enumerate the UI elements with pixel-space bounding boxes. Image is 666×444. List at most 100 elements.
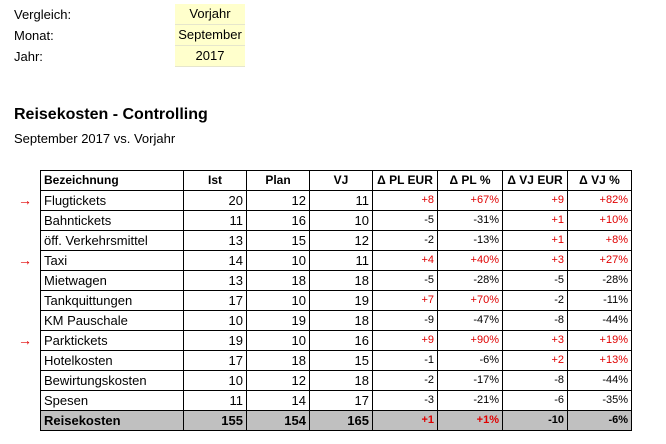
cell-ist[interactable]: 155 [183,410,247,431]
cell-plan[interactable]: 12 [246,190,310,211]
cell-delta-pl-eur[interactable]: +9 [372,330,438,351]
cell-delta-pl-pct[interactable]: +70% [437,290,503,311]
cell-bezeichnung[interactable]: Taxi [40,250,184,271]
cell-delta-vj-pct[interactable]: +27% [567,250,632,271]
cell-delta-vj-eur[interactable]: -6 [502,390,568,411]
param-value-jahr[interactable]: 2017 [175,46,245,67]
cell-vj[interactable]: 18 [309,370,373,391]
param-value-vergleich[interactable]: Vorjahr [175,4,245,25]
cell-plan[interactable]: 14 [246,390,310,411]
cell-plan[interactable]: 19 [246,310,310,331]
cell-delta-pl-pct[interactable]: -47% [437,310,503,331]
cell-bezeichnung[interactable]: Hotelkosten [40,350,184,371]
cell-vj[interactable]: 18 [309,270,373,291]
cell-ist[interactable]: 13 [183,270,247,291]
cell-bezeichnung[interactable]: öff. Verkehrsmittel [40,230,184,251]
cell-ist[interactable]: 10 [183,370,247,391]
cell-delta-vj-eur[interactable]: -8 [502,370,568,391]
cell-bezeichnung[interactable]: Mietwagen [40,270,184,291]
cell-vj[interactable]: 10 [309,210,373,231]
cell-plan[interactable]: 16 [246,210,310,231]
cell-delta-pl-pct[interactable]: +67% [437,190,503,211]
cell-bezeichnung[interactable]: Flugtickets [40,190,184,211]
cell-delta-vj-pct[interactable]: +10% [567,210,632,231]
cell-vj[interactable]: 16 [309,330,373,351]
cell-delta-pl-pct[interactable]: +1% [437,410,503,431]
cell-plan[interactable]: 18 [246,350,310,371]
cell-ist[interactable]: 20 [183,190,247,211]
table-row: Spesen 11 14 17 -3 -21% -6 -35% [40,390,632,411]
cell-delta-pl-pct[interactable]: -21% [437,390,503,411]
cell-delta-vj-eur[interactable]: +3 [502,330,568,351]
cell-delta-pl-eur[interactable]: +4 [372,250,438,271]
cell-delta-pl-eur[interactable]: +8 [372,190,438,211]
cell-delta-vj-eur[interactable]: +2 [502,350,568,371]
cell-delta-pl-eur[interactable]: +7 [372,290,438,311]
cell-delta-pl-pct[interactable]: -13% [437,230,503,251]
cell-ist[interactable]: 17 [183,350,247,371]
cell-vj[interactable]: 19 [309,290,373,311]
cell-bezeichnung[interactable]: Reisekosten [40,410,184,431]
cell-delta-vj-eur[interactable]: +9 [502,190,568,211]
cell-ist[interactable]: 11 [183,210,247,231]
cell-delta-vj-pct[interactable]: -11% [567,290,632,311]
cell-delta-pl-pct[interactable]: -17% [437,370,503,391]
cell-delta-vj-pct[interactable]: +8% [567,230,632,251]
cell-delta-vj-pct[interactable]: +82% [567,190,632,211]
cell-delta-vj-eur[interactable]: +1 [502,230,568,251]
cell-delta-pl-pct[interactable]: -28% [437,270,503,291]
cell-delta-vj-pct[interactable]: -44% [567,310,632,331]
cell-bezeichnung[interactable]: Bahntickets [40,210,184,231]
cell-delta-vj-pct[interactable]: -28% [567,270,632,291]
cell-vj[interactable]: 18 [309,310,373,331]
cell-vj[interactable]: 11 [309,250,373,271]
cell-plan[interactable]: 18 [246,270,310,291]
cell-plan[interactable]: 10 [246,290,310,311]
cell-ist[interactable]: 13 [183,230,247,251]
cell-bezeichnung[interactable]: Bewirtungskosten [40,370,184,391]
cell-plan[interactable]: 10 [246,250,310,271]
cell-delta-pl-eur[interactable]: -3 [372,390,438,411]
cell-plan[interactable]: 10 [246,330,310,351]
cell-delta-vj-pct[interactable]: +13% [567,350,632,371]
cell-plan[interactable]: 154 [246,410,310,431]
cell-delta-pl-pct[interactable]: -31% [437,210,503,231]
cell-plan[interactable]: 15 [246,230,310,251]
cell-delta-pl-pct[interactable]: -6% [437,350,503,371]
cell-delta-pl-eur[interactable]: -2 [372,230,438,251]
cell-vj[interactable]: 165 [309,410,373,431]
cell-delta-pl-pct[interactable]: +40% [437,250,503,271]
cell-delta-vj-eur[interactable]: +3 [502,250,568,271]
cell-ist[interactable]: 14 [183,250,247,271]
cell-delta-vj-pct[interactable]: +19% [567,330,632,351]
cell-delta-vj-pct[interactable]: -44% [567,370,632,391]
cell-vj[interactable]: 12 [309,230,373,251]
cell-delta-vj-pct[interactable]: -35% [567,390,632,411]
cell-plan[interactable]: 12 [246,370,310,391]
cell-bezeichnung[interactable]: Tankquittungen [40,290,184,311]
cell-delta-vj-eur[interactable]: -5 [502,270,568,291]
cell-bezeichnung[interactable]: Spesen [40,390,184,411]
cell-delta-pl-eur[interactable]: -2 [372,370,438,391]
cell-delta-vj-eur[interactable]: -10 [502,410,568,431]
cell-delta-vj-eur[interactable]: +1 [502,210,568,231]
cell-ist[interactable]: 10 [183,310,247,331]
cell-delta-pl-pct[interactable]: +90% [437,330,503,351]
cell-delta-pl-eur[interactable]: +1 [372,410,438,431]
cell-vj[interactable]: 11 [309,190,373,211]
cell-delta-vj-eur[interactable]: -8 [502,310,568,331]
cell-delta-pl-eur[interactable]: -5 [372,270,438,291]
cell-delta-pl-eur[interactable]: -1 [372,350,438,371]
cell-vj[interactable]: 17 [309,390,373,411]
cell-bezeichnung[interactable]: Parktickets [40,330,184,351]
cell-ist[interactable]: 19 [183,330,247,351]
cell-vj[interactable]: 15 [309,350,373,371]
cell-ist[interactable]: 11 [183,390,247,411]
cell-delta-pl-eur[interactable]: -5 [372,210,438,231]
cell-delta-pl-eur[interactable]: -9 [372,310,438,331]
cell-bezeichnung[interactable]: KM Pauschale [40,310,184,331]
param-value-monat[interactable]: September [175,25,245,46]
cell-ist[interactable]: 17 [183,290,247,311]
cell-delta-vj-pct[interactable]: -6% [567,410,632,431]
cell-delta-vj-eur[interactable]: -2 [502,290,568,311]
